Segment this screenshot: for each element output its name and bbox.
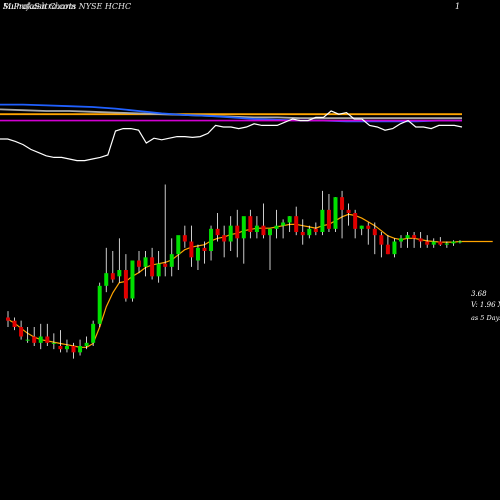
site-watermark: MunafaSutra.com (2, 2, 76, 11)
bear-candle (58, 346, 63, 350)
bull-candle (254, 225, 259, 232)
bear-candle (379, 235, 384, 245)
bear-candle (150, 257, 155, 277)
bear-candle (163, 263, 168, 267)
bear-candle (412, 235, 417, 239)
bull-candle (274, 225, 279, 229)
bull-candle (392, 241, 397, 255)
bear-candle (189, 241, 194, 258)
bear-candle (6, 317, 10, 321)
bull-candle (51, 342, 56, 344)
bull-candle (268, 228, 272, 236)
bull-candle (91, 323, 96, 343)
bear-candle (215, 228, 220, 236)
indicator-line (0, 110, 463, 162)
bull-candle (457, 241, 462, 243)
bear-candle (385, 244, 390, 255)
bear-candle (182, 235, 187, 242)
bear-candle (261, 225, 266, 236)
bull-candle (169, 254, 174, 267)
bull-candle (84, 342, 89, 346)
bull-candle (64, 346, 69, 350)
indicator-panel (0, 103, 463, 162)
bear-candle (32, 336, 37, 343)
bull-candle (209, 228, 214, 251)
page-index-label: 1 (455, 2, 460, 11)
bear-candle (353, 213, 358, 229)
bear-candle (340, 197, 345, 210)
price-panel (6, 184, 493, 359)
bull-candle (333, 197, 338, 229)
bear-candle (235, 225, 240, 239)
bear-candle (326, 209, 331, 229)
bull-candle (97, 285, 102, 324)
bull-candle (156, 263, 161, 277)
bull-candle (281, 222, 286, 226)
bear-candle (425, 241, 430, 245)
bull-candle (143, 257, 148, 267)
bear-candle (294, 216, 299, 232)
bull-candle (451, 241, 456, 244)
bull-candle (431, 241, 436, 245)
bull-candle (405, 235, 410, 239)
bull-candle (117, 270, 122, 277)
bull-candle (307, 228, 312, 236)
bear-candle (110, 273, 115, 280)
volume-label: V: 1.96 X (471, 301, 500, 309)
bear-candle (248, 216, 253, 232)
last-price-label: 3.68 (471, 290, 487, 298)
bear-candle (123, 270, 128, 299)
bear-candle (418, 238, 423, 242)
bear-candle (12, 320, 17, 327)
bear-candle (313, 228, 318, 232)
bull-candle (25, 339, 30, 341)
bear-candle (222, 235, 227, 242)
bull-candle (359, 225, 364, 229)
bull-candle (228, 225, 233, 242)
bear-candle (71, 346, 76, 353)
bull-candle (399, 238, 403, 242)
bear-candle (438, 241, 443, 245)
bear-candle (300, 232, 305, 236)
bull-candle (444, 243, 449, 245)
bear-candle (346, 209, 351, 213)
bull-candle (320, 209, 325, 232)
bear-candle (19, 327, 24, 337)
chart-title-overlay: SuPrakash Charts NYSE HCHC (3, 2, 131, 11)
bear-candle (137, 260, 141, 267)
bull-candle (78, 346, 83, 353)
bear-candle (372, 228, 377, 236)
bear-candle (202, 247, 207, 251)
bull-candle (38, 336, 43, 343)
bull-candle (195, 247, 200, 261)
period-label: as 5 Days (471, 314, 500, 322)
bull-candle (176, 235, 181, 255)
bear-candle (45, 336, 50, 343)
bull-candle (241, 216, 246, 239)
bear-candle (366, 225, 371, 229)
bull-candle (104, 273, 109, 286)
bull-candle (287, 216, 292, 223)
bull-candle (130, 260, 135, 299)
